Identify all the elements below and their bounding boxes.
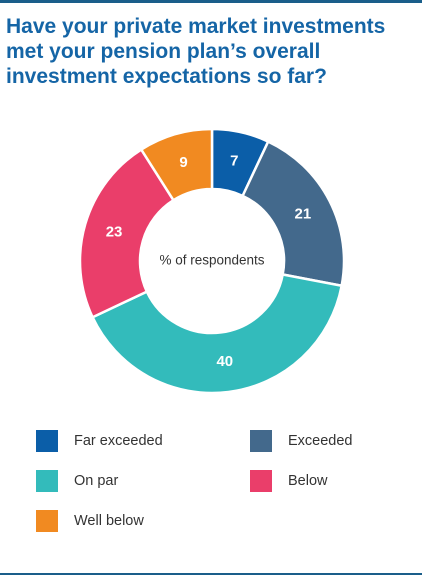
slice-label-well-below: 9 [179,154,187,171]
legend-swatch-far-exceeded [36,430,58,452]
donut-chart: 7 21 40 23 9 % of respondents [78,127,346,395]
legend-swatch-on-par [36,470,58,492]
slice-well-below [139,127,214,202]
legend-label-far-exceeded: Far exceeded [74,433,163,449]
title-line-3: investment expectations so far? [6,65,327,88]
legend-item-exceeded: Exceeded [250,430,353,452]
bottom-rule [0,573,422,575]
legend-item-below: Below [250,470,328,492]
slice-on-par [90,273,344,395]
legend-item-on-par: On par [36,470,118,492]
slice-labels: 7 21 40 23 9 [106,152,312,370]
legend-item-well-below: Well below [36,510,144,532]
slice-below [78,147,176,319]
legend-label-below: Below [288,473,328,489]
slice-label-below: 23 [106,224,123,241]
legend-swatch-exceeded [250,430,272,452]
title-line-2: met your pension plan’s overall [6,40,321,63]
legend-label-well-below: Well below [74,513,144,529]
slice-label-exceeded: 21 [295,206,312,223]
chart-title: Have your private market investments met… [6,14,418,89]
top-rule [0,0,422,3]
legend-item-far-exceeded: Far exceeded [36,430,163,452]
legend-label-on-par: On par [74,473,119,489]
title-line-1: Have your private market investments [6,15,386,38]
legend-label-exceeded: Exceeded [288,433,353,449]
center-label: % of respondents [159,253,264,268]
slice-label-on-par: 40 [216,353,233,370]
slice-exceeded [240,139,346,288]
donut-slices [78,127,346,395]
legend-swatch-below [250,470,272,492]
legend: Far exceeded Exceeded On par Below Well … [0,425,422,545]
slice-label-far-exceeded: 7 [230,152,238,169]
legend-swatch-well-below [36,510,58,532]
